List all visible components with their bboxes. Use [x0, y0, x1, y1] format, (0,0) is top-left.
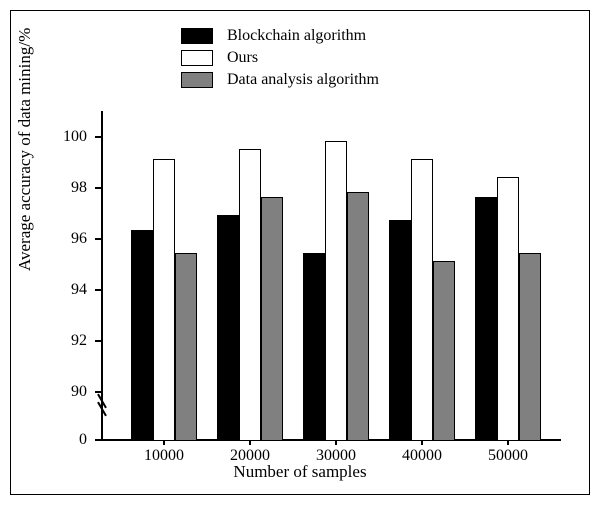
- bar: [131, 230, 153, 441]
- y-tick: [95, 136, 101, 138]
- axis-break-icon: [94, 396, 110, 416]
- y-tick-label: 100: [47, 128, 87, 146]
- bar: [497, 177, 519, 441]
- bar: [153, 159, 175, 441]
- bar: [347, 192, 369, 441]
- bar: [475, 197, 497, 441]
- y-tick: [95, 187, 101, 189]
- legend-swatch-dataanalysis: [181, 72, 213, 88]
- y-axis-label: Average accuracy of data mining/%: [15, 28, 35, 271]
- x-axis-label: Number of samples: [11, 462, 589, 482]
- y-tick-label: 98: [47, 179, 87, 197]
- x-tick-label: 40000: [402, 447, 442, 465]
- legend-swatch-blockchain: [181, 28, 213, 44]
- bar: [239, 149, 261, 441]
- legend-label: Blockchain algorithm: [227, 27, 366, 45]
- x-tick-label: 50000: [488, 447, 528, 465]
- y-tick-label: 90: [47, 383, 87, 401]
- bar: [519, 253, 541, 441]
- x-tick-label: 30000: [316, 447, 356, 465]
- legend-swatch-ours: [181, 50, 213, 66]
- bar: [175, 253, 197, 441]
- y-tick-label: 0: [47, 431, 87, 449]
- bar: [217, 215, 239, 441]
- legend-item: Data analysis algorithm: [181, 69, 379, 91]
- bar: [261, 197, 283, 441]
- bar: [325, 141, 347, 441]
- x-tick-label: 10000: [144, 447, 184, 465]
- legend-label: Data analysis algorithm: [227, 71, 379, 89]
- y-tick-label: 92: [47, 332, 87, 350]
- plot-area: 09092949698100 1000020000300004000050000: [101, 111, 561, 441]
- legend-label: Ours: [227, 49, 258, 67]
- bar: [389, 220, 411, 441]
- y-tick: [95, 439, 101, 441]
- legend: Blockchain algorithm Ours Data analysis …: [181, 25, 379, 91]
- legend-item: Ours: [181, 47, 379, 69]
- bar: [433, 261, 455, 441]
- bar: [303, 253, 325, 441]
- y-axis-line: [101, 111, 103, 441]
- x-tick-label: 20000: [230, 447, 270, 465]
- bar: [411, 159, 433, 441]
- y-tick: [95, 289, 101, 291]
- y-tick-label: 94: [47, 281, 87, 299]
- legend-item: Blockchain algorithm: [181, 25, 379, 47]
- y-tick: [95, 238, 101, 240]
- y-tick: [95, 340, 101, 342]
- chart-frame: Blockchain algorithm Ours Data analysis …: [10, 10, 590, 495]
- y-tick-label: 96: [47, 230, 87, 248]
- y-tick: [95, 391, 101, 393]
